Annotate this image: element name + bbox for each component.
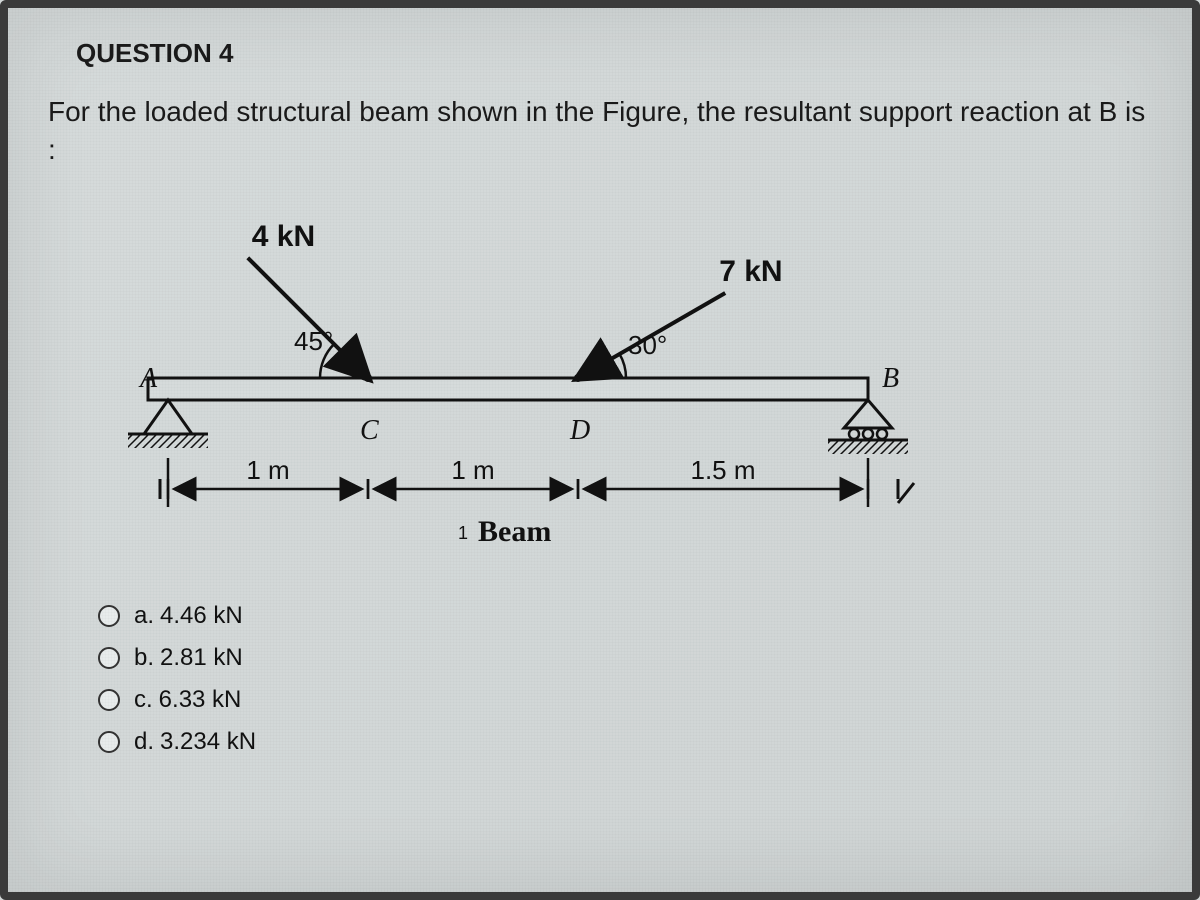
svg-text:1 m: 1 m (246, 455, 289, 485)
option-letter: d. (134, 728, 154, 756)
svg-text:C: C (360, 415, 379, 446)
svg-text:Beam: Beam (478, 515, 551, 548)
beam-svg: A C D B 4 kN 45° 7 kN 30° 1 m 1 m 1.5 m 1 Beam (108, 179, 928, 579)
svg-text:1: 1 (458, 523, 468, 543)
question-prompt: For the loaded structural beam shown in … (48, 93, 1152, 169)
radio-icon[interactable] (98, 605, 120, 627)
radio-icon[interactable] (98, 731, 120, 753)
svg-text:30°: 30° (628, 330, 667, 360)
svg-text:7 kN: 7 kN (719, 255, 782, 288)
option-text: 2.81 kN (160, 644, 243, 672)
svg-text:B: B (882, 363, 899, 394)
option-c[interactable]: c. 6.33 kN (98, 686, 1152, 714)
svg-text:A: A (138, 363, 158, 394)
option-a[interactable]: a. 4.46 kN (98, 602, 1152, 630)
option-letter: c. (134, 686, 153, 714)
svg-text:1.5 m: 1.5 m (690, 455, 755, 485)
svg-text:D: D (569, 415, 590, 446)
option-text: 6.33 kN (159, 686, 242, 714)
answer-options: a. 4.46 kN b. 2.81 kN c. 6.33 kN d. 3.23… (98, 602, 1152, 756)
option-text: 3.234 kN (160, 728, 256, 756)
radio-icon[interactable] (98, 689, 120, 711)
option-letter: b. (134, 644, 154, 672)
beam-figure: A C D B 4 kN 45° 7 kN 30° 1 m 1 m 1.5 m 1 Beam (108, 179, 1152, 584)
svg-text:45°: 45° (294, 326, 333, 356)
option-b[interactable]: b. 2.81 kN (98, 644, 1152, 672)
question-title: QUESTION 4 (76, 38, 1152, 69)
radio-icon[interactable] (98, 647, 120, 669)
svg-text:1 m: 1 m (451, 455, 494, 485)
option-letter: a. (134, 602, 154, 630)
svg-text:4 kN: 4 kN (252, 219, 315, 252)
option-d[interactable]: d. 3.234 kN (98, 728, 1152, 756)
option-text: 4.46 kN (160, 602, 243, 630)
